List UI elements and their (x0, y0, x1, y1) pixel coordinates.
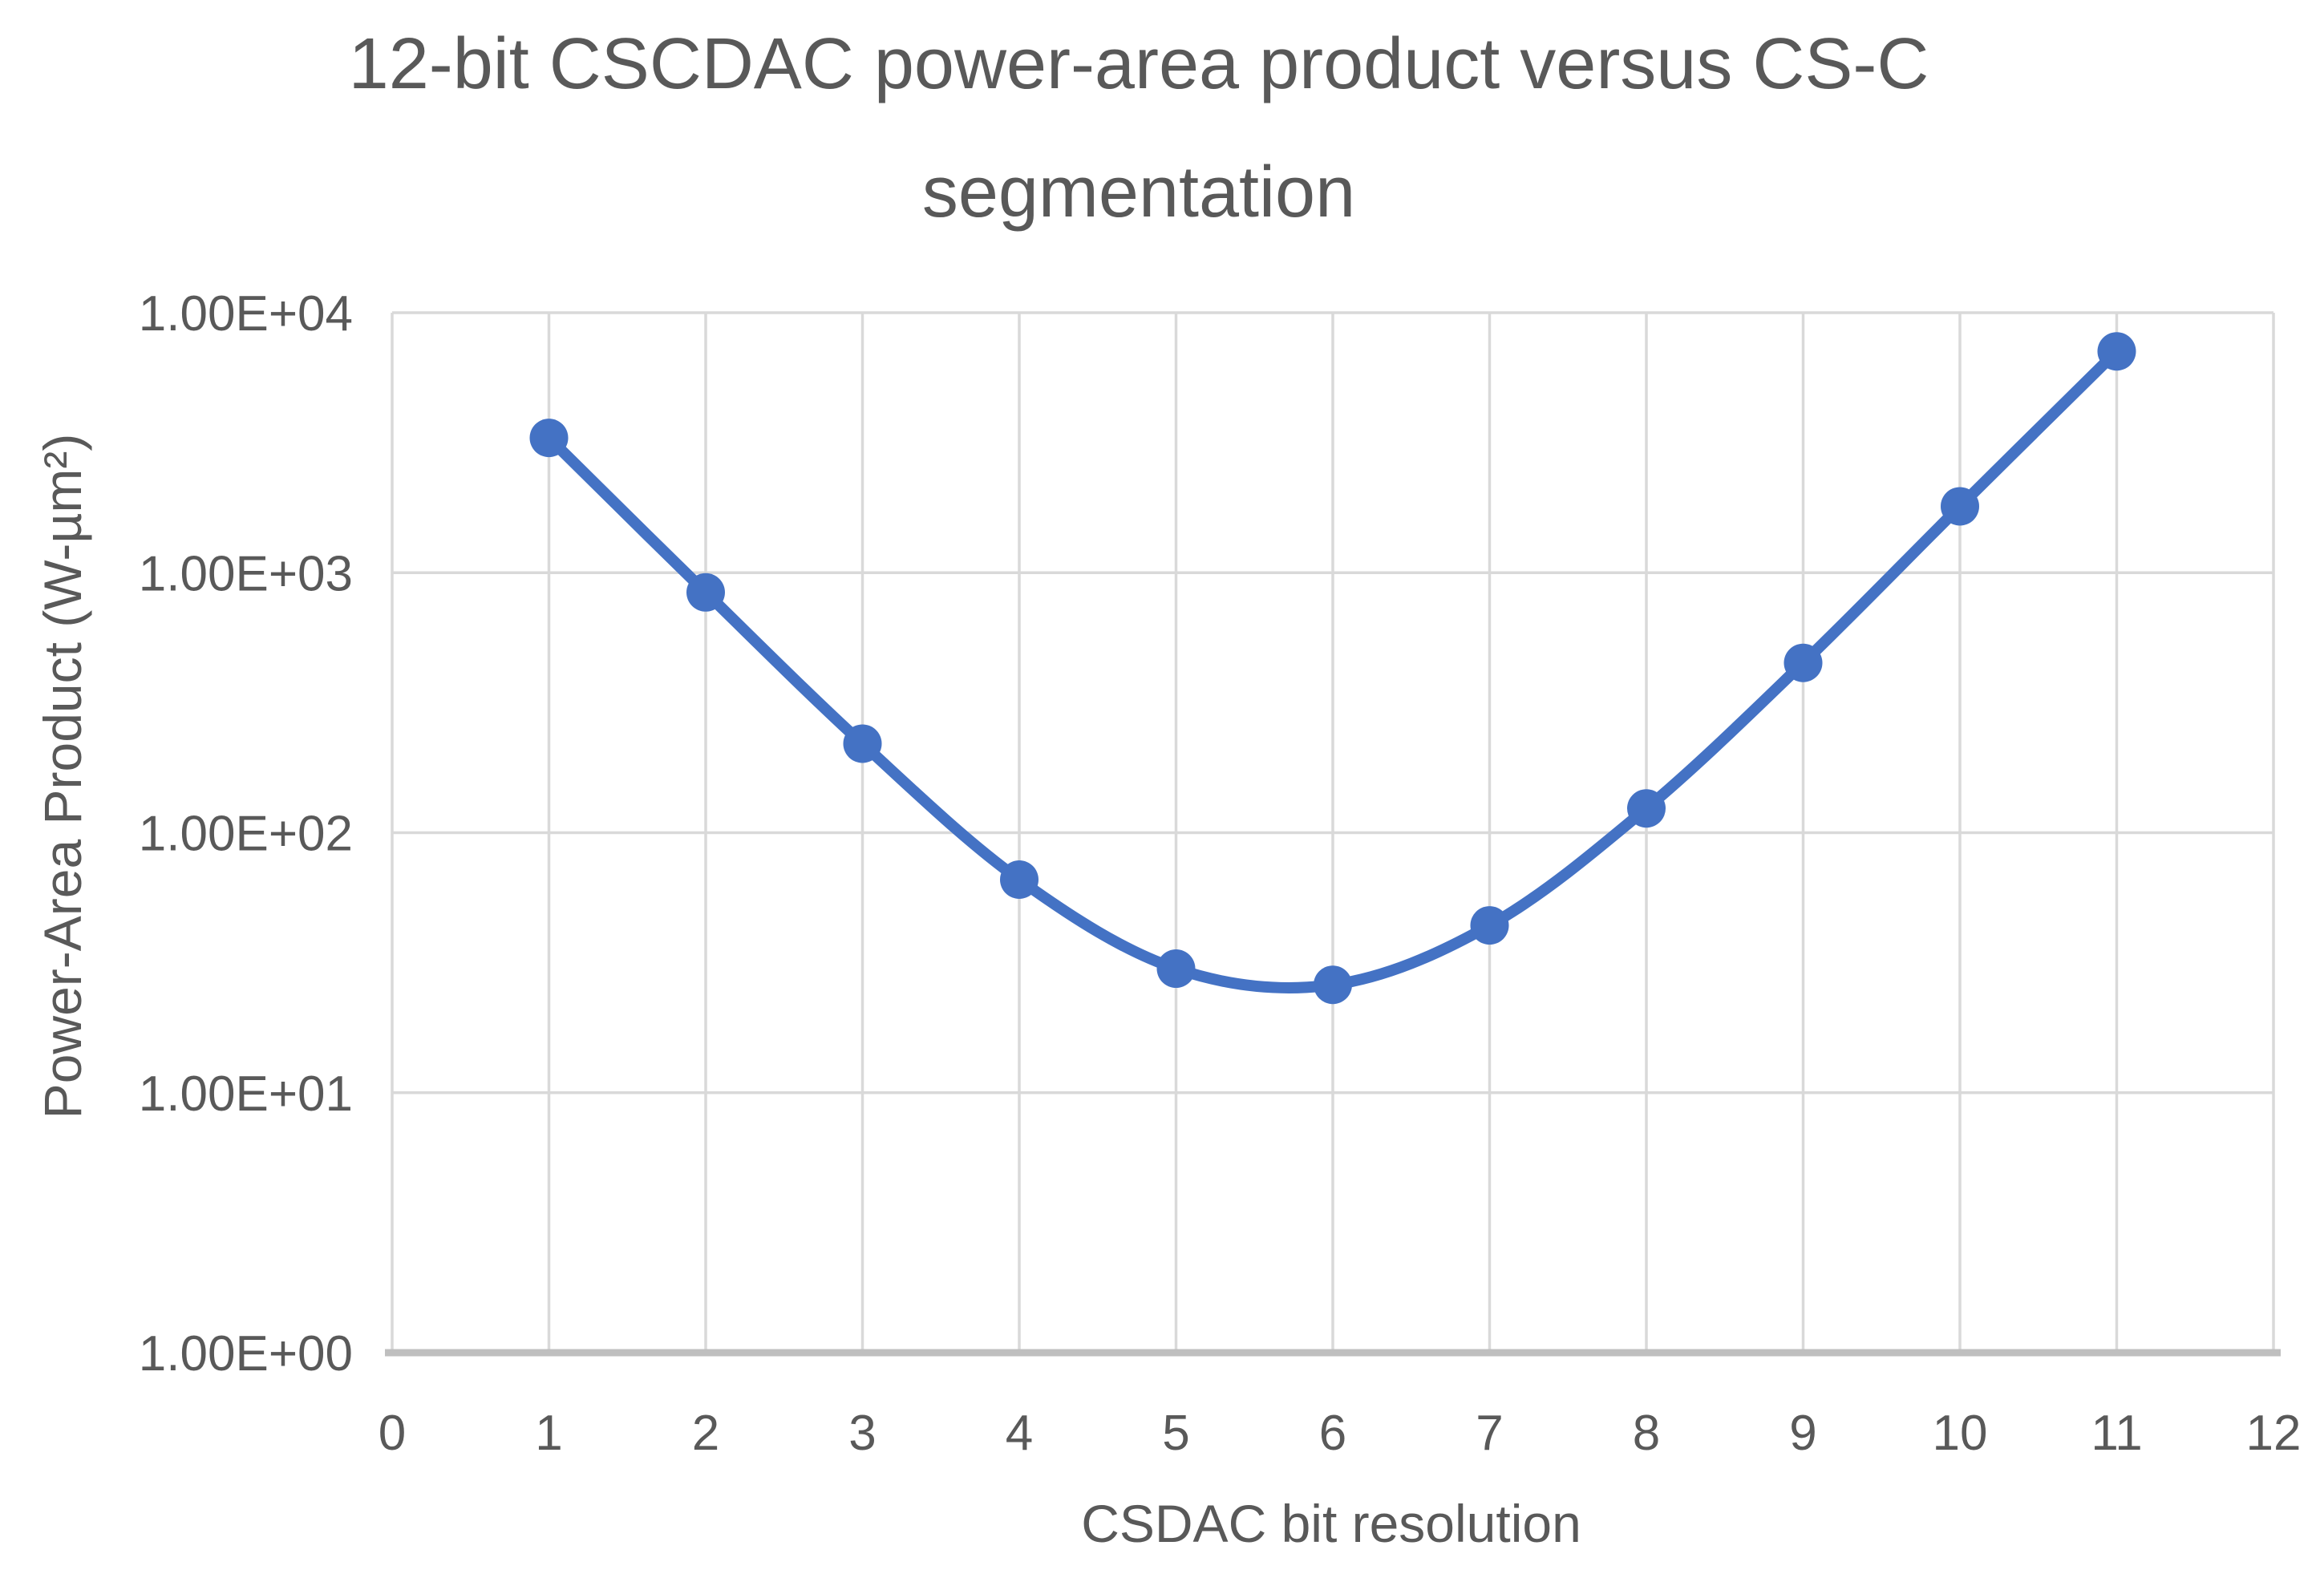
x-tick-label: 1 (535, 1406, 562, 1461)
x-tick-label: 2 (692, 1406, 719, 1461)
chart-title: 12-bit CSCDAC power-area product versus … (348, 24, 1929, 233)
gridlines (391, 311, 2275, 1354)
y-tick-label: 1.00E+02 (139, 807, 353, 862)
data-point-marker (1627, 789, 1666, 828)
y-tick-label: 1.00E+01 (139, 1066, 353, 1122)
x-tick-label: 0 (379, 1406, 406, 1461)
data-point-marker (1783, 643, 1823, 682)
data-point-marker (1470, 906, 1509, 945)
data-point-marker (1314, 965, 1352, 1005)
x-tick-label: 12 (2246, 1406, 2302, 1461)
data-point-marker (529, 419, 569, 458)
data-point-marker (1156, 949, 1196, 989)
data-markers (529, 332, 2136, 1005)
x-tick-label: 8 (1633, 1406, 1660, 1461)
x-tick-label: 11 (2091, 1406, 2142, 1461)
x-tick-label: 9 (1789, 1406, 1816, 1461)
data-point-marker (1000, 860, 1039, 900)
y-tick-labels: 1.00E+00 1.00E+01 1.00E+02 1.00E+03 1.00E+04 (139, 286, 353, 1382)
x-tick-label: 10 (1933, 1406, 1988, 1461)
y-tick-label: 1.00E+04 (139, 286, 353, 342)
x-tick-labels: 0 1 2 3 4 5 6 7 8 9 10 11 12 (379, 1406, 2302, 1461)
y-tick-label: 1.00E+00 (139, 1326, 353, 1382)
x-tick-label: 7 (1476, 1406, 1503, 1461)
data-point-marker (843, 724, 882, 763)
y-tick-label: 1.00E+03 (139, 546, 353, 601)
data-point-marker (686, 573, 725, 612)
x-tick-label: 5 (1162, 1406, 1189, 1461)
data-point-marker (1941, 487, 1979, 526)
data-point-marker (2097, 332, 2136, 371)
x-tick-label: 4 (1006, 1406, 1033, 1461)
x-axis-title: CSDAC bit resolution (1081, 1494, 1581, 1553)
x-tick-label: 3 (848, 1406, 876, 1461)
x-tick-label: 6 (1319, 1406, 1346, 1461)
